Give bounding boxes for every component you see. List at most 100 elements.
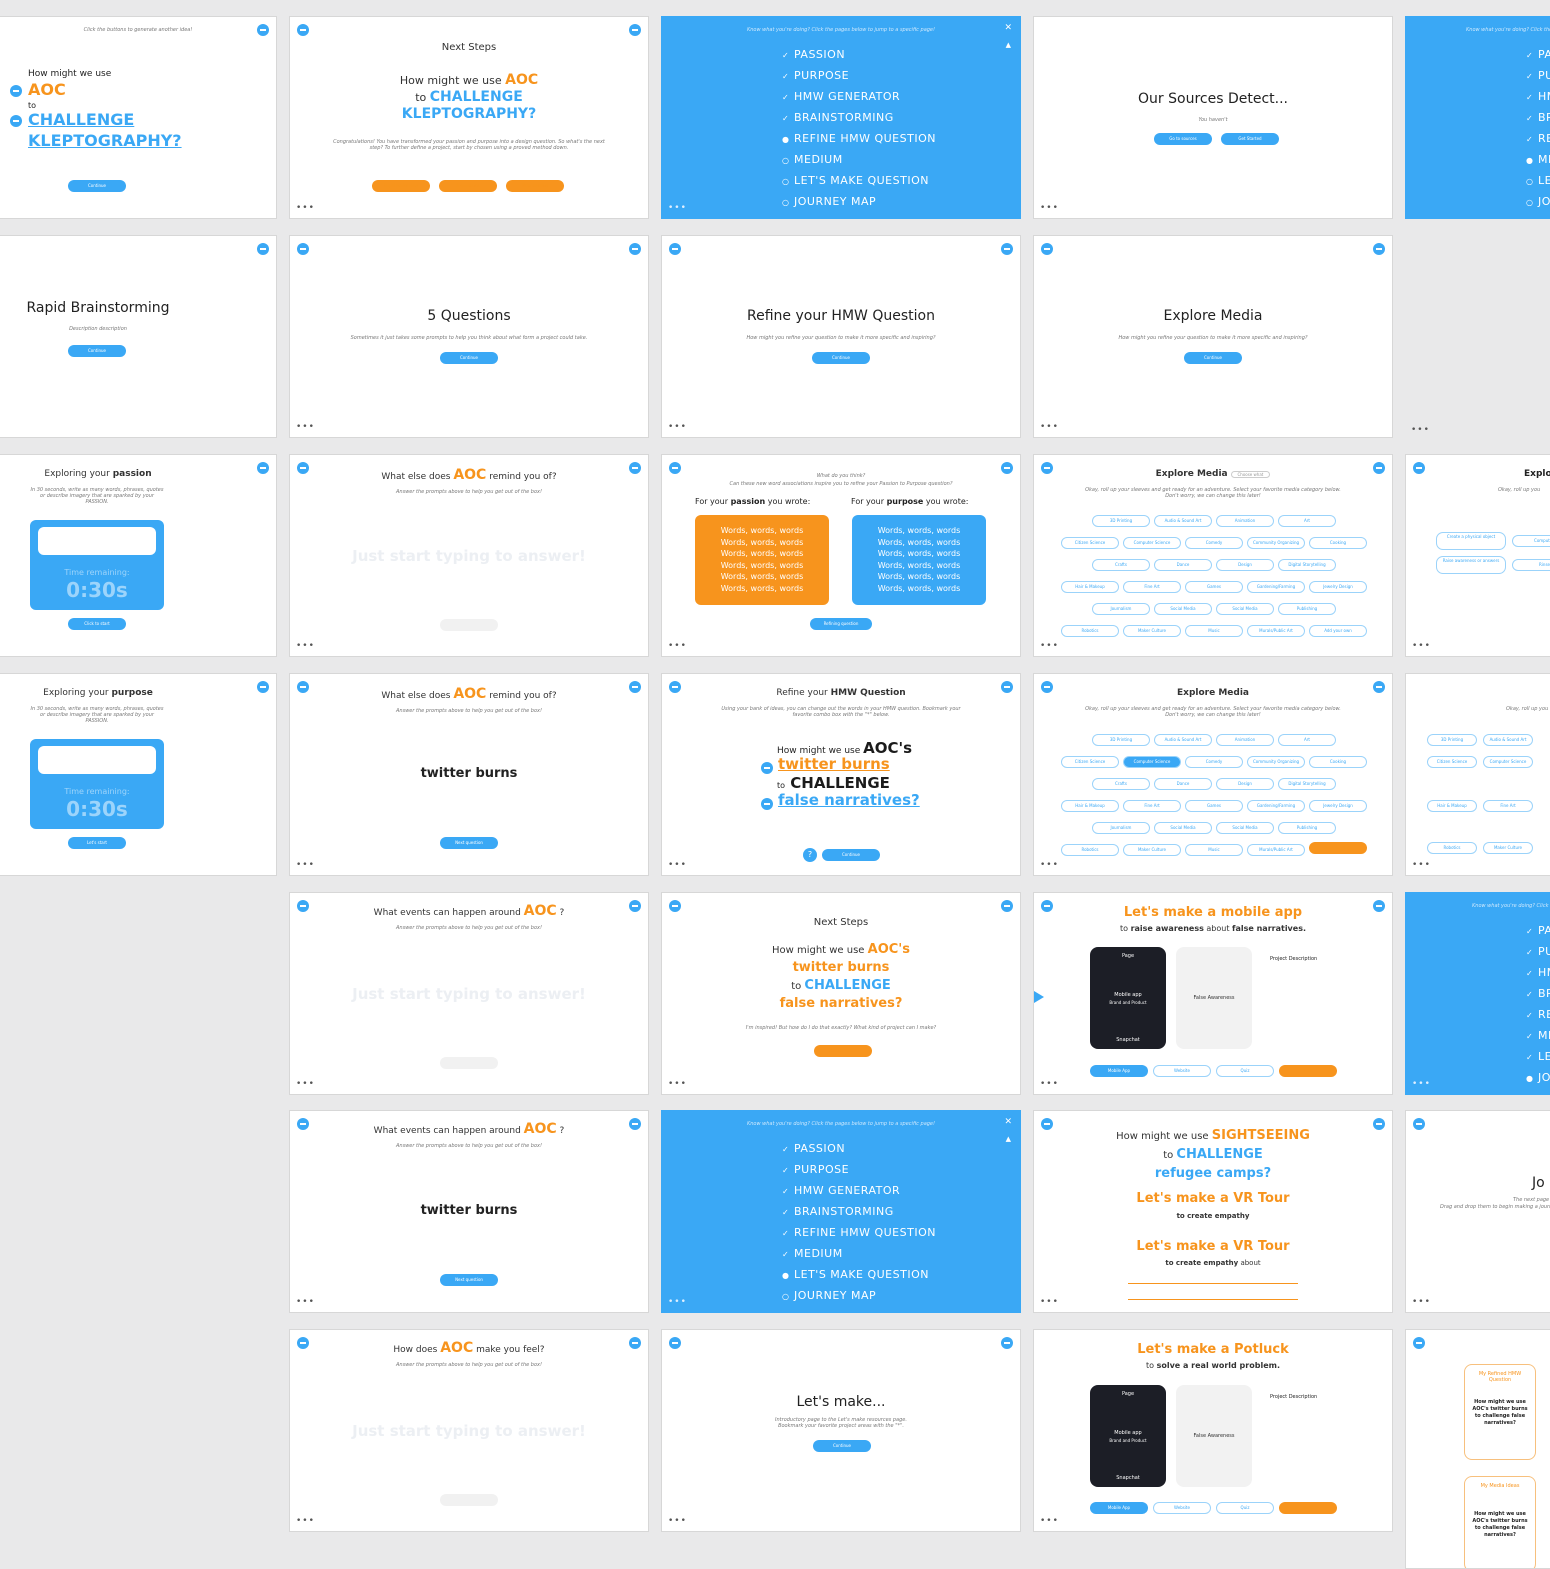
- sticky-note-media[interactable]: My Media Ideas How might we use AOC's tw…: [1464, 1476, 1536, 1568]
- minus-icon[interactable]: [1373, 900, 1385, 912]
- minus-icon[interactable]: [1001, 681, 1013, 693]
- answer-input[interactable]: [38, 746, 156, 774]
- add-icon[interactable]: [669, 1337, 681, 1349]
- answer-input[interactable]: Just start typing to answer!: [352, 985, 586, 1003]
- media-chip[interactable]: Social Media: [1216, 822, 1274, 834]
- minus-icon[interactable]: [257, 24, 269, 36]
- media-chip[interactable]: Raise awareness or answers: [1436, 556, 1506, 574]
- nav-item[interactable]: ✓ REFINE HMW QUESTION: [782, 1223, 936, 1244]
- media-chip[interactable]: Maker Culture: [1123, 625, 1181, 637]
- minus-icon[interactable]: [629, 681, 641, 693]
- close-icon[interactable]: ✕: [1004, 23, 1012, 33]
- next-button[interactable]: Next: [1279, 1065, 1337, 1077]
- add-icon[interactable]: [1413, 1337, 1425, 1349]
- shuffle-icon[interactable]: [761, 798, 773, 810]
- media-chip[interactable]: Crafts: [1092, 778, 1150, 790]
- minus-icon[interactable]: [629, 462, 641, 474]
- add-icon[interactable]: [1041, 243, 1053, 255]
- shuffle-icon[interactable]: [10, 85, 22, 97]
- more-icon[interactable]: •••: [1040, 1297, 1059, 1307]
- minus-icon[interactable]: [629, 243, 641, 255]
- media-chip[interactable]: Journalism: [1092, 822, 1150, 834]
- nav-item[interactable]: ✓ PURPOSE: [782, 1160, 936, 1181]
- nav-item[interactable]: ✓ PASSION: [1526, 45, 1550, 66]
- media-chip[interactable]: Maker Culture: [1123, 844, 1181, 856]
- continue-button[interactable]: Continue: [440, 352, 498, 364]
- start-button[interactable]: Click to start: [68, 618, 126, 630]
- more-icon[interactable]: •••: [668, 860, 687, 870]
- more-icon[interactable]: •••: [1040, 1516, 1059, 1526]
- media-chip[interactable]: Community Organizing: [1247, 537, 1305, 549]
- nav-item[interactable]: ✓ HMW GENERATOR: [1526, 87, 1550, 108]
- media-chip[interactable]: Jewelry Design: [1309, 581, 1367, 593]
- more-icon[interactable]: •••: [668, 1297, 687, 1307]
- nav-item[interactable]: ○ JOURNEY MAP: [1526, 192, 1550, 213]
- media-chip[interactable]: Music: [1185, 844, 1243, 856]
- media-chip[interactable]: Dance: [1154, 778, 1212, 790]
- nav-item[interactable]: ✓ PASSION: [782, 1139, 936, 1160]
- nav-item[interactable]: ✓ REFINE HMW QUESTION: [1526, 1005, 1550, 1026]
- more-icon[interactable]: •••: [296, 1516, 315, 1526]
- more-icon[interactable]: •••: [1412, 1297, 1431, 1307]
- media-chip[interactable]: Crafts: [1092, 559, 1150, 571]
- nav-item[interactable]: ○ JOURNEY MAP: [782, 192, 936, 213]
- minus-icon[interactable]: [257, 243, 269, 255]
- media-chip[interactable]: Cooking: [1309, 756, 1367, 768]
- mobile-app-tab[interactable]: Mobile App: [1090, 1065, 1148, 1077]
- media-chip[interactable]: Digital Storytelling: [1278, 559, 1336, 571]
- answer-input[interactable]: Just start typing to answer!: [352, 1422, 586, 1440]
- add-icon[interactable]: [1041, 681, 1053, 693]
- media-chip[interactable]: Computer Science: [1123, 537, 1181, 549]
- close-icon[interactable]: ✕: [1004, 1117, 1012, 1127]
- website-tab[interactable]: Website: [1153, 1502, 1211, 1514]
- media-chip[interactable]: 3D Printing: [1427, 734, 1477, 746]
- add-icon[interactable]: [297, 24, 309, 36]
- nav-item[interactable]: ✓ HMW GENERATOR: [782, 87, 936, 108]
- media-chip[interactable]: Create a physical object: [1436, 532, 1506, 550]
- media-chip[interactable]: Computer Science: [1483, 756, 1533, 768]
- more-icon[interactable]: •••: [1412, 641, 1431, 651]
- minus-icon[interactable]: [1373, 1118, 1385, 1130]
- media-chip[interactable]: Music: [1185, 625, 1243, 637]
- nav-item[interactable]: ✓ BRAINSTORMING: [782, 1202, 936, 1223]
- media-chip[interactable]: Citizen Science: [1061, 537, 1119, 549]
- more-icon[interactable]: •••: [296, 422, 315, 432]
- media-chip[interactable]: Digital Storytelling: [1278, 778, 1336, 790]
- nav-item[interactable]: ○ LET'S MAKE QUESTION: [1526, 171, 1550, 192]
- media-chip[interactable]: Computer Science: [1123, 756, 1181, 768]
- more-icon[interactable]: •••: [1040, 422, 1059, 432]
- continue-button[interactable]: Continue: [813, 1440, 871, 1452]
- next-question-button[interactable]: Next question: [440, 837, 498, 849]
- more-icon[interactable]: •••: [1412, 860, 1431, 870]
- nav-item[interactable]: ✓ PURPOSE: [1526, 66, 1550, 87]
- media-chip[interactable]: Design: [1216, 559, 1274, 571]
- media-dropdown[interactable]: Choose what: [1230, 471, 1271, 478]
- add-icon[interactable]: [1041, 900, 1053, 912]
- nav-item[interactable]: ● JOURNEY MAP: [1526, 1068, 1550, 1089]
- minus-icon[interactable]: [1001, 900, 1013, 912]
- continue-button[interactable]: Continue: [68, 345, 126, 357]
- next-question-button[interactable]: Next question: [440, 1274, 498, 1286]
- more-icon[interactable]: •••: [1040, 1079, 1059, 1089]
- website-tab[interactable]: Website: [1153, 1065, 1211, 1077]
- quiz-tab[interactable]: Quiz: [1216, 1065, 1274, 1077]
- more-icon[interactable]: •••: [668, 1516, 687, 1526]
- nav-item[interactable]: ✓ PASSION: [1526, 921, 1550, 942]
- add-icon[interactable]: [1041, 462, 1053, 474]
- more-icon[interactable]: •••: [296, 1079, 315, 1089]
- more-icon[interactable]: •••: [1040, 860, 1059, 870]
- nav-item[interactable]: ✓ PURPOSE: [1526, 942, 1550, 963]
- media-chip[interactable]: Dance: [1154, 559, 1212, 571]
- minus-icon[interactable]: [1373, 243, 1385, 255]
- media-chip[interactable]: Animation: [1216, 734, 1274, 746]
- media-chip[interactable]: Hair & Makeup: [1427, 800, 1477, 812]
- more-icon[interactable]: •••: [668, 641, 687, 651]
- add-icon[interactable]: [669, 462, 681, 474]
- more-icon[interactable]: •••: [1411, 425, 1430, 435]
- answer-text[interactable]: twitter burns: [420, 1203, 518, 1218]
- media-chip[interactable]: Robotics: [1061, 625, 1119, 637]
- media-chip[interactable]: Robotics: [1061, 844, 1119, 856]
- more-icon[interactable]: •••: [668, 422, 687, 432]
- media-chip[interactable]: 3D Printing: [1092, 515, 1150, 527]
- media-chip[interactable]: Games: [1185, 581, 1243, 593]
